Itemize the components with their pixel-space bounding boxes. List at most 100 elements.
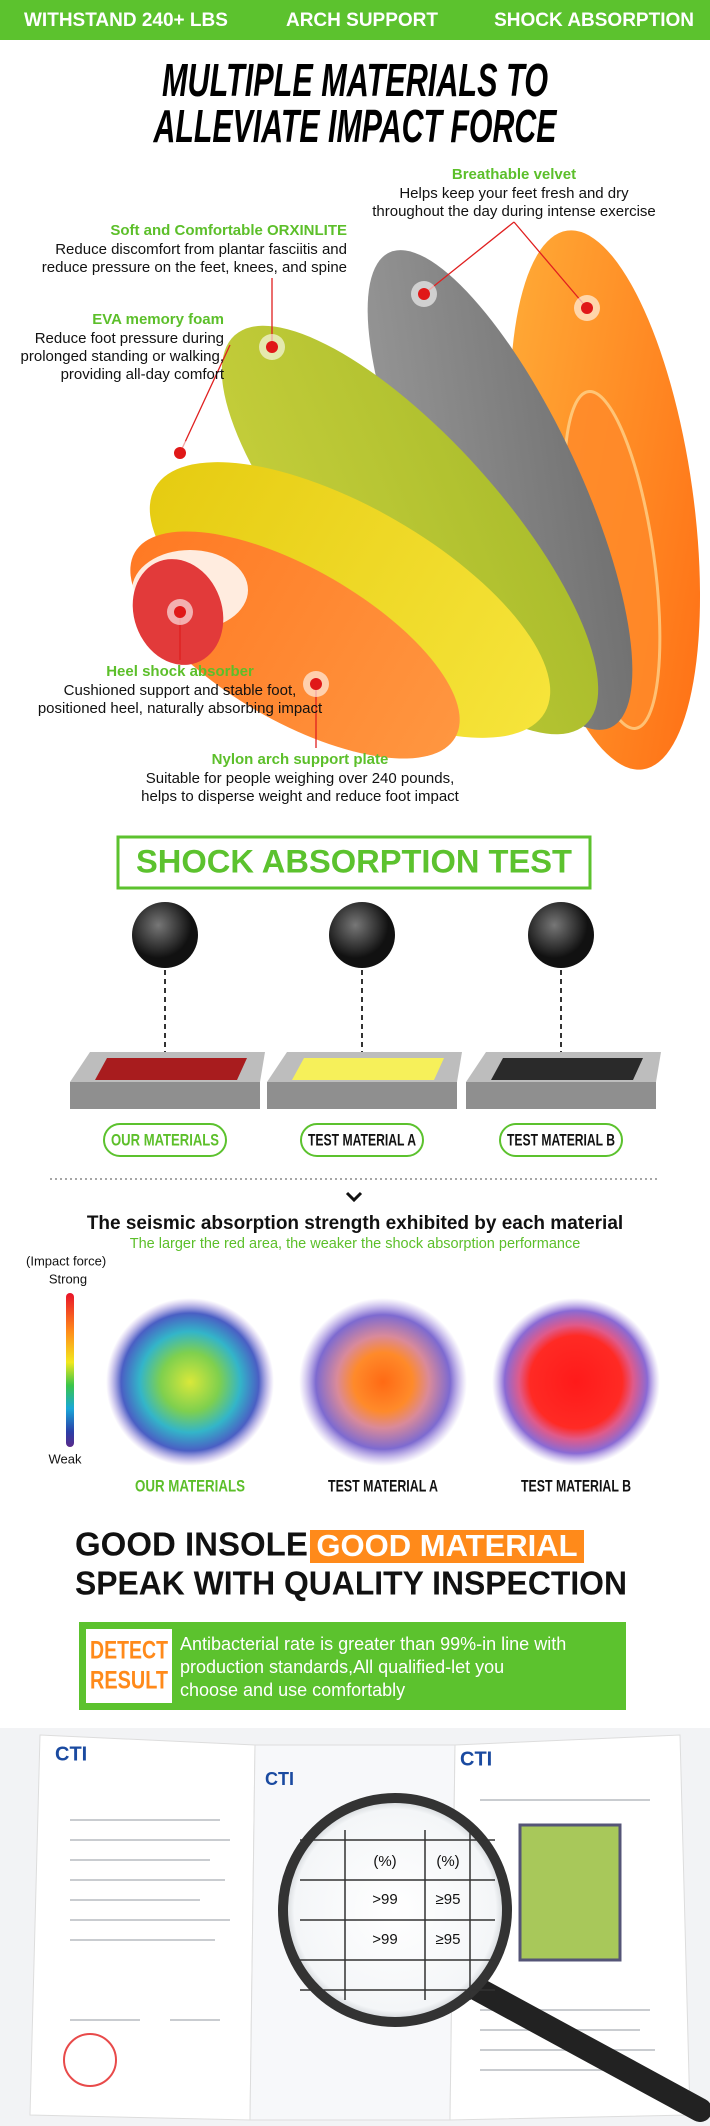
lens-cell: ≥95: [436, 1931, 461, 1948]
layer-labels: Breathable velvet Helps keep your feet fr…: [21, 166, 656, 805]
top-bar: [0, 0, 710, 40]
test-ball: [528, 902, 594, 968]
layer-description: prolonged standing or walking,: [21, 348, 224, 365]
connectors: [179, 221, 588, 748]
connector: [179, 344, 231, 454]
top-bar-item: SHOCK ABSORPTION: [494, 10, 694, 31]
connector: [423, 221, 588, 309]
material-label: OUR MATERIALS: [135, 1476, 245, 1495]
quality-highlight: GOOD MATERIAL: [316, 1528, 577, 1563]
insole-illustration: [130, 230, 701, 770]
layer-description: reduce pressure on the feet, knees, and …: [42, 259, 347, 276]
detect-line: Antibacterial rate is greater than 99%-i…: [180, 1634, 566, 1654]
layer-heading: Heel shock absorber: [106, 663, 254, 680]
layer-description: providing all-day comfort: [61, 366, 225, 383]
circle-shape: [581, 302, 593, 314]
detect-badge: [86, 1629, 172, 1703]
circle-shape: [310, 678, 322, 690]
quality-line: SPEAK WITH QUALITY INSPECTION: [75, 1565, 627, 1602]
platform-side: [267, 1082, 457, 1109]
circle-shape: [266, 341, 278, 353]
layer-description: Helps keep your feet fresh and dry: [399, 185, 629, 202]
report-brand: CTI: [460, 1748, 492, 1770]
title-line: MULTIPLE MATERIALS TO: [162, 54, 548, 106]
seismic-subtitle: The larger the red area, the weaker the …: [130, 1236, 581, 1252]
circle-shape: [174, 447, 186, 459]
layer-description: helps to disperse weight and reduce foot…: [141, 788, 460, 805]
seismic-map: [299, 1298, 467, 1466]
material-label: OUR MATERIALS: [111, 1130, 219, 1149]
layer-description: positioned heel, naturally absorbing imp…: [38, 700, 323, 717]
layer-description: Reduce foot pressure during: [35, 330, 224, 347]
material-pill: [499, 1123, 623, 1157]
scale-weak: Weak: [49, 1451, 82, 1466]
test-plate: [95, 1058, 247, 1080]
badge-line: RESULT: [90, 1667, 168, 1695]
detect-line: production standards,All qualified-let y…: [180, 1657, 504, 1677]
layer-description: Suitable for people weighing over 240 po…: [146, 770, 455, 787]
scale-strong: Strong: [49, 1271, 87, 1286]
report-photo: [518, 1823, 622, 1962]
report-stamp: [63, 2033, 117, 2087]
lens-cell: (%): [436, 1853, 459, 1870]
material-label: TEST MATERIAL B: [507, 1130, 615, 1149]
test-title-box: [116, 835, 592, 890]
title-line: ALLEVIATE IMPACT FORCE: [153, 100, 558, 152]
layer-description: Cushioned support and stable foot,: [64, 682, 297, 699]
layer-heading: EVA memory foam: [92, 311, 224, 328]
lens-cell: >99: [372, 1931, 397, 1948]
detect-line: choose and use comfortably: [180, 1680, 405, 1700]
magnifier: (%) (%) >99 ≥95 >99 ≥95: [278, 1793, 710, 2122]
circle-shape: [418, 288, 430, 300]
test-rig: OUR MATERIALS TEST MATERIAL A TEST MATERIA…: [70, 902, 661, 1157]
layer-description: Reduce discomfort from plantar fasciitis…: [55, 241, 347, 258]
highlight-box: [310, 1530, 584, 1563]
seismic-map: [106, 1298, 274, 1466]
test-plate: [491, 1058, 643, 1080]
scale-label: (Impact force): [26, 1253, 106, 1268]
lens-cells: (%) (%) >99 ≥95 >99 ≥95: [372, 1853, 460, 1948]
top-bar-items: WITHSTAND 240+ LBS ARCH SUPPORT SHOCK AB…: [24, 10, 694, 31]
path-shape: [300, 1830, 495, 2000]
seismic-title: The seismic absorption strength exhibite…: [87, 1213, 623, 1234]
lens-cell: (%): [373, 1853, 396, 1870]
test-ball: [329, 902, 395, 968]
material-label: TEST MATERIAL B: [521, 1476, 631, 1495]
seismic-map: [492, 1298, 660, 1466]
layer-heading: Breathable velvet: [452, 166, 576, 183]
report-brand: CTI: [55, 1743, 87, 1765]
platform-side: [70, 1082, 260, 1109]
material-pill: [103, 1123, 227, 1157]
report-text-lines: [70, 1799, 655, 2071]
magnifier-lens: [278, 1793, 512, 2027]
path-shape: [70, 1819, 230, 2021]
title: MULTIPLE MATERIALS TO ALLEVIATE IMPACT F…: [153, 54, 558, 152]
g-shape: [174, 288, 593, 690]
chevron: [345, 1191, 363, 1203]
top-bar-item: WITHSTAND 240+ LBS: [24, 10, 228, 31]
detect-badge-text: DETECT RESULT: [90, 1637, 168, 1695]
layer-heading: Nylon arch support plate: [212, 751, 389, 768]
layer-description: throughout the day during intense exerci…: [372, 203, 656, 220]
top-bar-item: ARCH SUPPORT: [286, 10, 438, 31]
lens-cell: >99: [372, 1891, 397, 1908]
platform-side: [466, 1082, 656, 1109]
report-brand: CTI: [265, 1769, 294, 1789]
markers: [167, 281, 600, 697]
lens-cell: ≥95: [436, 1891, 461, 1908]
material-pill: [300, 1123, 424, 1157]
layer-heading: Soft and Comfortable ORXINLITE: [110, 222, 347, 239]
quality-line: GOOD INSOLE: [75, 1526, 308, 1563]
color-scale: [66, 1293, 74, 1447]
badge-line: DETECT: [90, 1637, 168, 1665]
material-label: TEST MATERIAL A: [308, 1130, 416, 1149]
detect-text: Antibacterial rate is greater than 99%-i…: [180, 1634, 566, 1700]
circle-shape: [174, 606, 186, 618]
test-title: SHOCK ABSORPTION TEST: [136, 843, 572, 879]
seismic-maps: OUR MATERIALS TEST MATERIAL A TEST MATERIA…: [106, 1298, 660, 1495]
test-plate: [292, 1058, 444, 1080]
magnifier-handle: [458, 1973, 710, 2122]
lens-table: [300, 1830, 495, 2000]
